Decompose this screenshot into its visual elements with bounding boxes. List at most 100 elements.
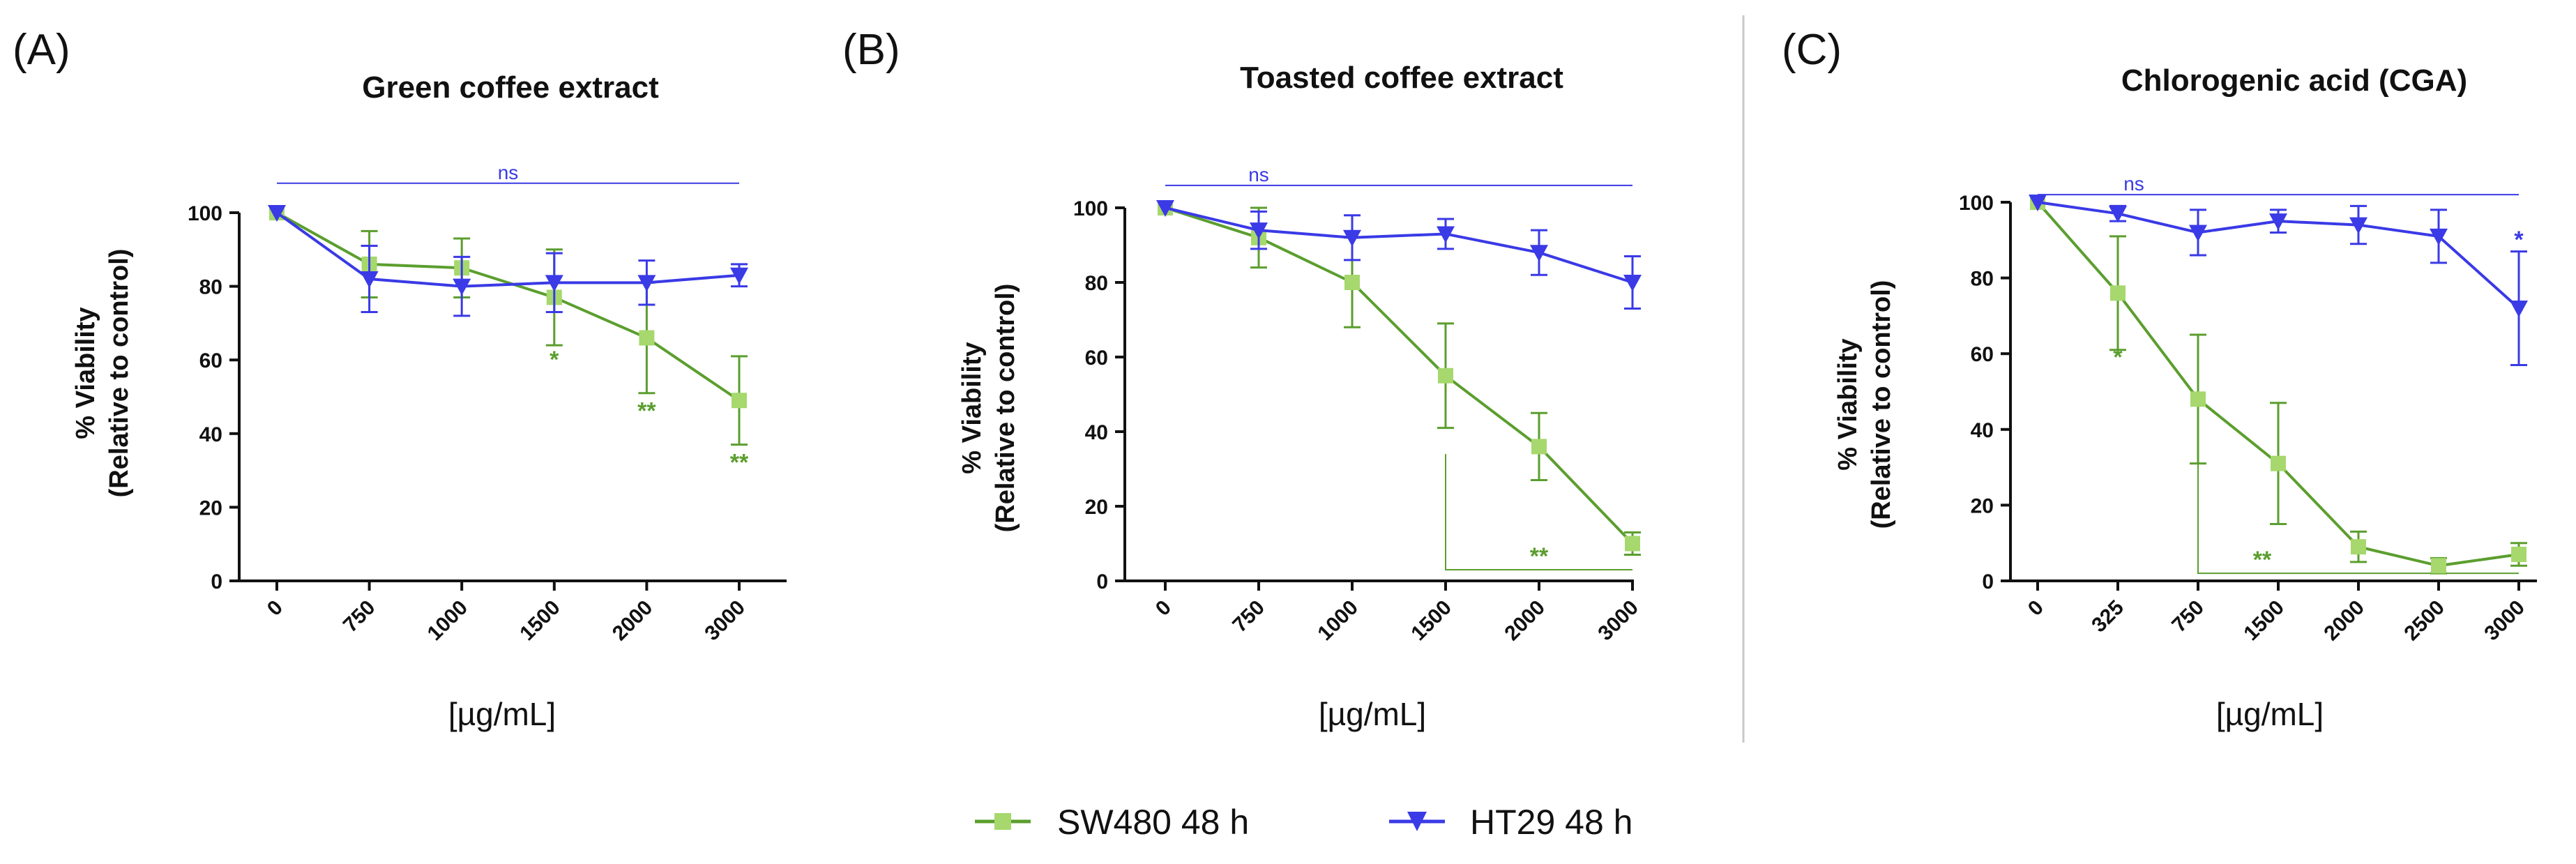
series-line-sw480	[1165, 206, 1634, 545]
data-point-ht29	[637, 275, 656, 292]
legend-marker-triangle	[1407, 812, 1427, 831]
y-tick-label: 80	[199, 276, 222, 299]
data-point-ht29	[1343, 229, 1361, 247]
data-point-ht29	[360, 271, 379, 289]
significance-stars: **	[730, 450, 749, 476]
x-tick-label: 3000	[1593, 596, 1643, 646]
series-line-ht29	[275, 211, 740, 288]
data-point-sw480	[1625, 536, 1640, 552]
data-point-sw480	[1438, 367, 1453, 384]
x-tick-label: 2500	[2400, 596, 2449, 646]
y-tick-label: 60	[1085, 347, 1108, 370]
x-tick-label: 1000	[423, 596, 473, 646]
x-axis-label: [µg/mL]	[1319, 696, 1426, 732]
significance-stars: *	[2113, 344, 2123, 370]
significance-stars: **	[1530, 543, 1549, 570]
x-tick-label: 0	[1151, 596, 1176, 621]
y-tick-label: 40	[199, 423, 222, 446]
data-point-ht29	[1250, 222, 1268, 240]
legend-marker-square	[994, 813, 1011, 830]
data-point-ht29	[2269, 213, 2287, 231]
x-tick-label: 0	[2024, 596, 2048, 621]
panel-letter: (C)	[1782, 26, 1842, 74]
ns-label: ns	[498, 162, 519, 183]
data-point-ht29	[2349, 217, 2367, 234]
y-tick-label: 80	[1971, 268, 1994, 291]
panel-letter: (A)	[13, 26, 70, 74]
panel-c: (C) Chlorogenic acid (CGA) % Viability (…	[1782, 26, 2537, 732]
data-point-sw480	[639, 330, 655, 346]
y-axis-label-line2: (Relative to control)	[1867, 280, 1896, 529]
significance-stars: **	[2253, 547, 2272, 573]
data-point-ht29	[2430, 228, 2448, 245]
y-axis-label-line1: % Viability	[957, 342, 987, 473]
legend-label-sw480: SW480 48 h	[1057, 803, 1249, 842]
y-tick-label: 60	[1971, 343, 1994, 366]
series-line-ht29	[1165, 206, 1633, 284]
chart-title: Chlorogenic acid (CGA)	[2121, 63, 2467, 98]
data-point-ht29	[2510, 301, 2528, 318]
y-axis-label-line2: (Relative to control)	[105, 249, 134, 498]
panel-a: (A) Green coffee extract % Viability (Re…	[13, 26, 787, 732]
data-point-sw480	[732, 393, 747, 409]
y-tick-label: 40	[1971, 419, 1994, 442]
y-tick-label: 100	[188, 202, 222, 225]
chart-title: Green coffee extract	[362, 70, 659, 105]
y-tick-label: 0	[1982, 570, 1994, 593]
data-point-ht29	[545, 275, 563, 292]
data-point-sw480	[2511, 546, 2526, 562]
x-axis-label: [µg/mL]	[2216, 696, 2324, 732]
y-tick-label: 100	[1073, 197, 1108, 220]
significance-stars: *	[2514, 227, 2524, 253]
x-tick-label: 2000	[1500, 596, 1550, 646]
x-tick-label: 325	[2087, 596, 2128, 637]
x-tick-label: 2000	[608, 596, 658, 646]
significance-stars: **	[637, 398, 656, 425]
x-tick-label: 3000	[700, 596, 750, 646]
x-tick-label: 1500	[2239, 596, 2289, 646]
x-tick-label: 3000	[2480, 596, 2529, 646]
panel-b: (B) Toasted coffee extract % Viability (…	[842, 26, 1643, 732]
data-point-ht29	[2189, 225, 2207, 242]
data-point-ht29	[268, 205, 286, 222]
x-tick-label: 750	[339, 596, 380, 637]
legend: SW480 48 h HT29 48 h	[975, 803, 1632, 842]
ns-label: ns	[1248, 164, 1269, 185]
significance-stars: *	[550, 347, 559, 373]
data-point-sw480	[1531, 439, 1547, 455]
y-tick-label: 80	[1085, 272, 1108, 295]
series-line-sw480	[276, 211, 741, 402]
data-point-sw480	[2110, 285, 2126, 301]
y-axis-label-line2: (Relative to control)	[991, 284, 1020, 533]
data-point-ht29	[1437, 226, 1455, 243]
x-tick-label: 1000	[1313, 596, 1363, 646]
x-axis-label: [µg/mL]	[448, 696, 556, 732]
x-tick-label: 0	[263, 596, 287, 621]
legend-label-ht29: HT29 48 h	[1470, 803, 1632, 842]
legend-item-sw480: SW480 48 h	[975, 803, 1249, 842]
data-point-ht29	[2109, 206, 2127, 223]
data-point-ht29	[1530, 245, 1548, 262]
data-point-sw480	[2190, 391, 2206, 407]
data-point-ht29	[1623, 275, 1642, 291]
y-tick-label: 20	[199, 497, 222, 520]
data-point-sw480	[1344, 275, 1360, 290]
data-point-ht29	[2029, 195, 2047, 211]
data-point-sw480	[2271, 455, 2286, 471]
y-axis-label-line1: % Viability	[1833, 338, 1863, 470]
y-tick-label: 20	[1971, 494, 1994, 517]
legend-item-ht29: HT29 48 h	[1389, 803, 1632, 842]
panel-letter: (B)	[842, 26, 900, 74]
data-point-sw480	[2431, 558, 2446, 574]
x-tick-label: 2000	[2319, 596, 2369, 646]
x-tick-label: 750	[1228, 596, 1269, 637]
y-tick-label: 20	[1085, 496, 1108, 519]
x-tick-label: 1500	[1407, 596, 1456, 646]
y-tick-label: 40	[1085, 421, 1108, 444]
significance-bracket	[1445, 454, 1632, 570]
y-axis-label-line1: % Viability	[71, 307, 100, 439]
